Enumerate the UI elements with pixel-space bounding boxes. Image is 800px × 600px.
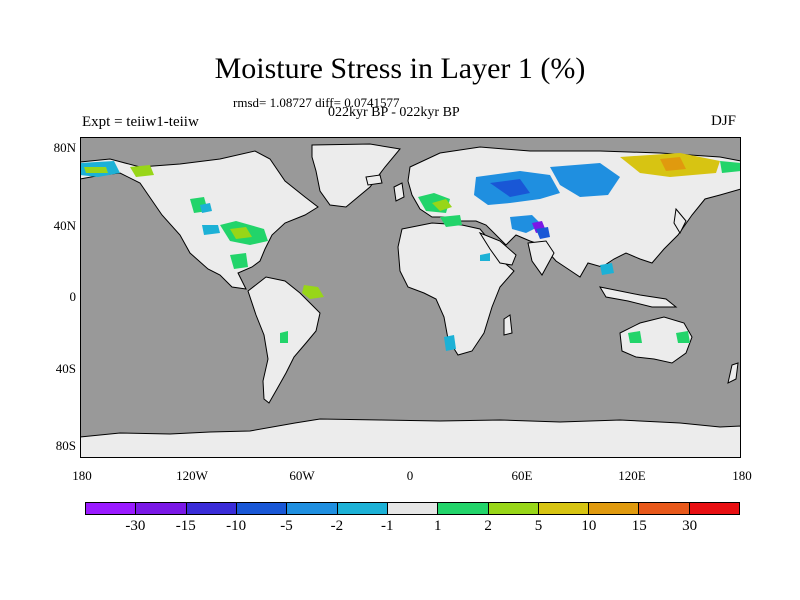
colorbar-label: -10 xyxy=(226,518,247,534)
colorbar-segment xyxy=(689,503,740,514)
lon-label-120w: 120W xyxy=(176,468,208,483)
lat-label-40s: 40S xyxy=(55,361,76,376)
colorbar-segment xyxy=(136,503,187,514)
colorbar-segment xyxy=(337,503,388,514)
stats-subtitle: rmsd= 1.08727 diff= 0.0741577 xyxy=(233,95,400,110)
new-zealand xyxy=(727,362,739,384)
north-america xyxy=(80,150,319,290)
lat-label-0: 0 xyxy=(69,289,77,304)
lon-label-180e: 180 xyxy=(732,468,752,483)
world-map xyxy=(80,137,741,458)
colorbar-segment xyxy=(86,503,137,514)
lon-label-180w: 180 xyxy=(72,468,92,483)
colorbar-label: 2 xyxy=(484,518,492,534)
colorbar-segment xyxy=(387,503,439,514)
antarctica xyxy=(80,418,741,458)
lon-label-60w: 60W xyxy=(289,468,315,483)
anomaly-patches xyxy=(80,153,741,351)
colorbar-label: 10 xyxy=(581,518,597,534)
colorbar-label: -5 xyxy=(280,518,293,534)
colorbar-segment xyxy=(438,503,489,514)
colorbar-segment xyxy=(488,503,539,514)
colorbar-label: -1 xyxy=(381,518,394,534)
colorbar-segment xyxy=(236,503,288,514)
india xyxy=(527,240,555,276)
greenland xyxy=(311,143,401,208)
colorbar-segment xyxy=(538,503,590,514)
colorbar-label: -2 xyxy=(330,518,344,534)
colorbar-segment xyxy=(186,503,237,514)
colorbar-label: 30 xyxy=(682,518,698,534)
colorbar-segment xyxy=(639,503,690,514)
colorbar-label: 15 xyxy=(631,518,647,534)
experiment-label: Expt = teiiw1-teiiw xyxy=(82,114,199,130)
australia xyxy=(619,316,693,364)
japan xyxy=(673,207,687,235)
iceland xyxy=(365,174,383,186)
colorbar-label: -15 xyxy=(175,518,196,534)
colorbar-segment xyxy=(589,503,640,514)
colorbar-label: -30 xyxy=(125,518,146,534)
lat-label-80s: 80S xyxy=(55,438,76,453)
british-isles xyxy=(393,182,405,202)
lat-label-40n: 40N xyxy=(53,218,76,233)
arabia xyxy=(478,231,517,266)
period-subtitle: 022kyr BP - 022kyr BP xyxy=(328,105,460,120)
lon-label-60e: 60E xyxy=(511,468,533,483)
indonesia xyxy=(598,286,678,308)
colorbar xyxy=(85,502,740,515)
madagascar xyxy=(503,314,513,336)
lon-label-120e: 120E xyxy=(618,468,646,483)
season-label: DJF xyxy=(711,113,737,129)
lat-label-80n: 80N xyxy=(53,140,76,155)
plot-title: Moisture Stress in Layer 1 (%) xyxy=(214,52,586,85)
lon-label-0: 0 xyxy=(406,468,414,483)
colorbar-label: 1 xyxy=(433,518,442,534)
colorbar-label: 5 xyxy=(534,518,543,534)
colorbar-segment xyxy=(287,503,338,514)
